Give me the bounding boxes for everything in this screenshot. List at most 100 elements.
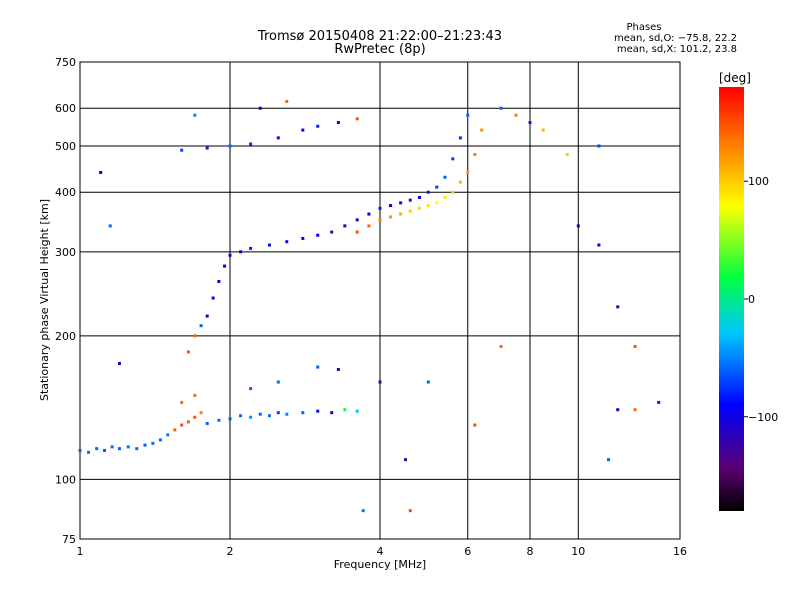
data-point (633, 344, 637, 348)
data-point (199, 411, 203, 415)
data-point (180, 148, 184, 152)
data-point (607, 458, 611, 462)
data-point (217, 418, 221, 422)
stats-x-mode: mean, sd,X: 101.2, 23.8 (617, 44, 737, 55)
stats-o-mode: mean, sd,O: −75.8, 22.2 (614, 33, 737, 44)
data-point (426, 204, 430, 208)
data-point (249, 246, 253, 250)
y-tick-label: 200 (55, 330, 76, 343)
data-point (285, 99, 289, 103)
data-point (378, 206, 382, 210)
data-point (143, 443, 147, 447)
data-point (330, 230, 334, 234)
data-point (514, 113, 518, 117)
data-point (367, 224, 371, 228)
data-point (616, 408, 620, 412)
data-point (633, 408, 637, 412)
data-point (158, 438, 162, 442)
data-point (657, 400, 661, 404)
data-point (473, 423, 477, 427)
x-tick-label: 10 (571, 545, 585, 558)
data-point (103, 448, 107, 452)
x-tick-label: 6 (464, 545, 471, 558)
data-point (193, 393, 197, 397)
data-point (239, 250, 243, 254)
data-point (180, 423, 184, 427)
data-point (228, 253, 232, 257)
data-point (316, 365, 320, 369)
data-point (528, 121, 532, 125)
data-point (336, 121, 340, 125)
data-point (166, 433, 170, 437)
data-point (108, 224, 112, 228)
data-point (417, 206, 421, 210)
data-point (193, 113, 197, 117)
data-point (211, 296, 215, 300)
data-point (426, 380, 430, 384)
y-tick-label: 100 (55, 473, 76, 486)
data-point (466, 170, 470, 174)
data-point (223, 264, 227, 268)
data-point (443, 195, 447, 199)
data-point (408, 198, 412, 202)
plot-grid (80, 62, 680, 539)
data-point (330, 411, 334, 415)
data-point (576, 224, 580, 228)
y-tick-label: 600 (55, 102, 76, 115)
data-point (399, 212, 403, 216)
colorbar-label: [deg] (719, 71, 751, 85)
data-point (110, 445, 114, 449)
data-point (249, 387, 253, 391)
y-tick-label: 500 (55, 140, 76, 153)
colorbar-tick-label: 0 (748, 293, 755, 306)
y-tick-label: 75 (62, 533, 76, 546)
data-point (186, 420, 190, 424)
data-point (86, 450, 90, 454)
data-point (435, 185, 439, 189)
data-point (193, 334, 197, 338)
data-point (239, 414, 243, 418)
chart-subtitle: RwPretec (8p) (334, 42, 425, 57)
data-point (316, 124, 320, 128)
data-point (276, 411, 280, 415)
y-tick-label: 400 (55, 186, 76, 199)
data-point (180, 400, 184, 404)
data-point (258, 412, 262, 416)
chart-title: Tromsø 20150408 21:22:00–21:23:43 (257, 29, 502, 44)
data-point (616, 305, 620, 309)
data-point (99, 170, 103, 174)
data-point (466, 113, 470, 117)
x-tick-label: 1 (77, 545, 84, 558)
data-point (267, 243, 271, 247)
x-tick-label: 4 (377, 545, 384, 558)
y-tick-label: 750 (55, 56, 76, 69)
data-point (451, 157, 455, 161)
data-point (458, 136, 462, 140)
data-point (78, 448, 82, 452)
y-axis-ticks: 75 100 200 300 400 500 600 750 (55, 56, 76, 546)
data-point (426, 190, 430, 194)
data-point (258, 106, 262, 110)
data-point (228, 144, 232, 148)
x-tick-label: 8 (527, 545, 534, 558)
data-point (417, 195, 421, 199)
data-point (117, 361, 121, 365)
x-tick-label: 2 (227, 545, 234, 558)
data-point (151, 441, 155, 445)
data-point (408, 509, 412, 513)
data-point (389, 204, 393, 208)
data-point (355, 117, 359, 121)
data-point (399, 201, 403, 205)
data-point (565, 152, 569, 156)
data-point (480, 128, 484, 132)
data-point (367, 212, 371, 216)
data-point (597, 144, 601, 148)
colorbar-tick-label: −100 (748, 411, 778, 424)
data-point (473, 152, 477, 156)
y-tick-label: 300 (55, 246, 76, 259)
data-point (95, 447, 99, 451)
data-point (205, 314, 209, 318)
data-point (316, 409, 320, 413)
data-point (355, 218, 359, 222)
